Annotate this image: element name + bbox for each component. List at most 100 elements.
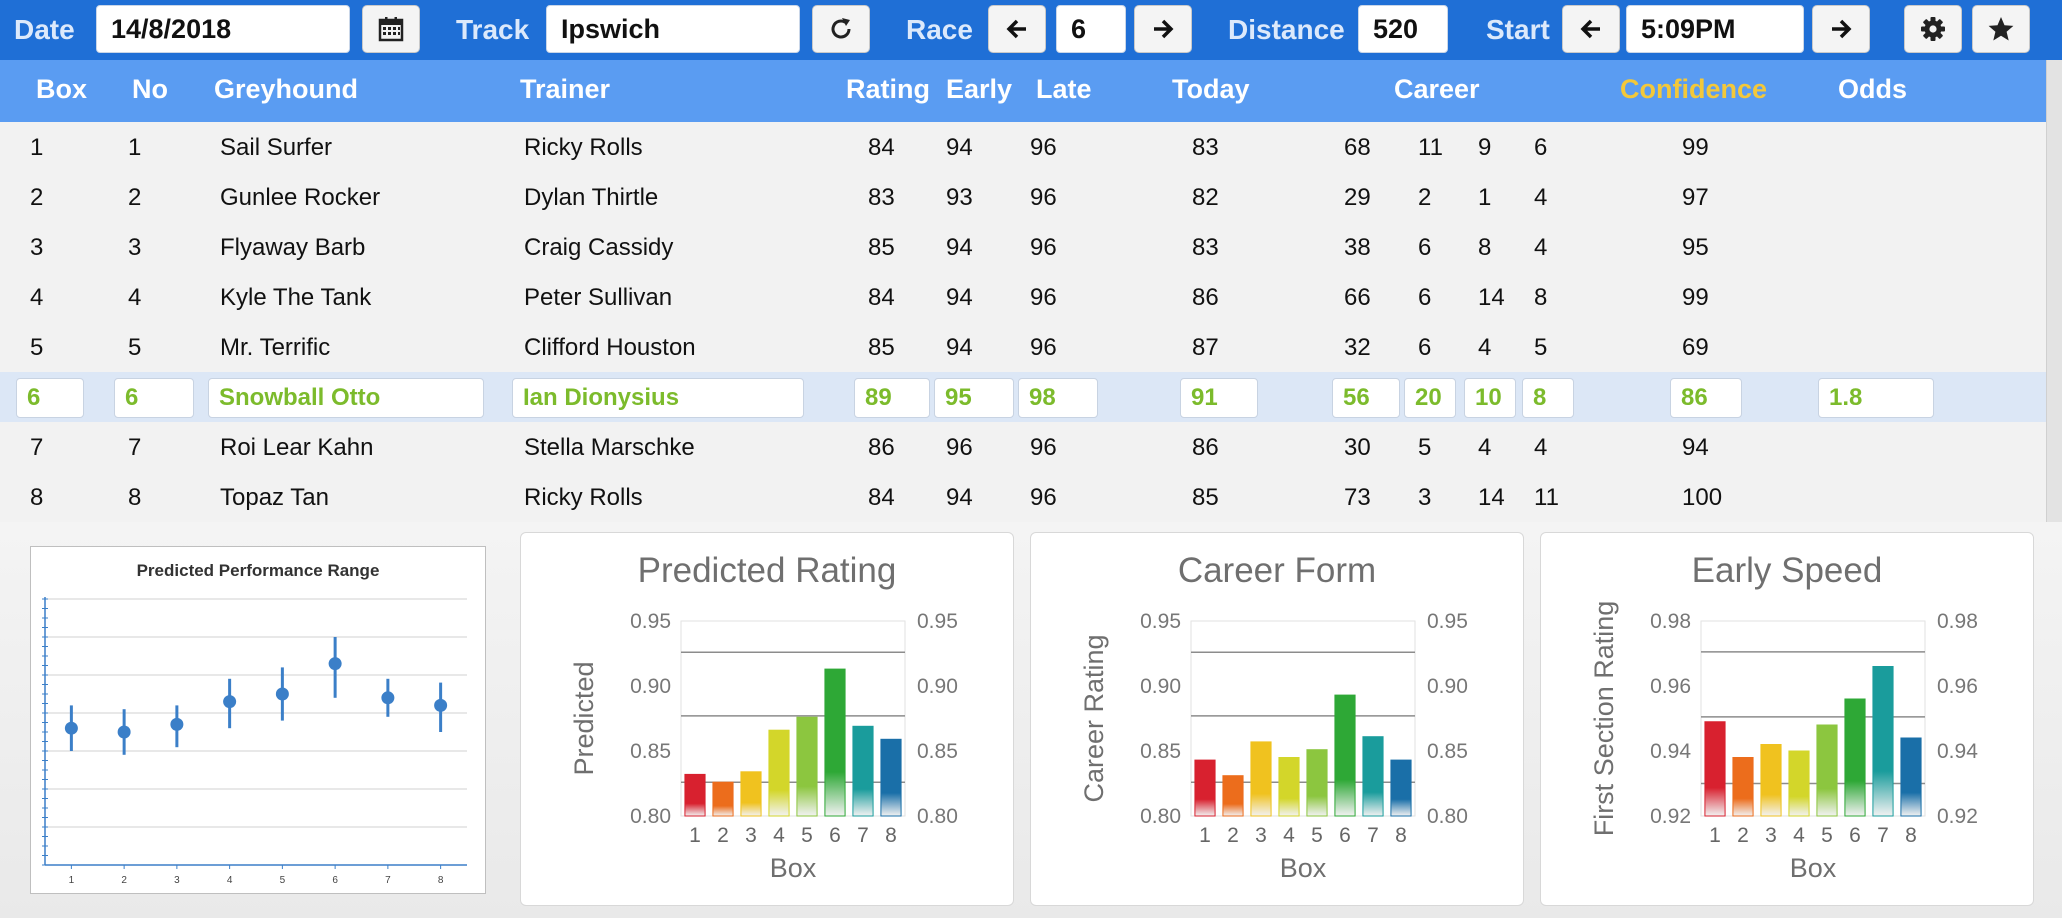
table-row[interactable]: 3 3 Flyaway Barb Craig Cassidy 85 94 96 83 38 6 8 4… [0,222,2046,272]
cell-today[interactable]: 91 [1180,378,1258,418]
header-odds[interactable]: Odds [1838,74,1908,104]
table-row[interactable]: 6 6 Snowball Otto Ian Dionysius 89 95 98 91 56 20… [0,372,2046,422]
bar-box-2[interactable] [1732,757,1754,817]
cell-no: 3 [128,234,142,261]
x-axis-label: Box [1280,853,1327,883]
table-row[interactable]: 8 8 Topaz Tan Ricky Rolls 84 94 96 85 73 3 14 11 100 [0,472,2046,522]
chart-plot: 1 2 3 4 5 6 7 8 [42,597,467,886]
cell-no[interactable]: 6 [114,378,194,418]
bar-box-6[interactable] [1334,694,1356,817]
distance-input[interactable]: 520 [1358,5,1448,53]
cell-career-starts: 68 [1344,134,1371,161]
bar-box-3[interactable] [1760,744,1782,817]
bar-box-4[interactable] [1278,757,1300,817]
cell-career-thirds[interactable]: 8 [1522,378,1574,418]
bar-box-4[interactable] [1788,750,1810,817]
cell-greyhound[interactable]: Snowball Otto [208,378,484,418]
header-career[interactable]: Career [1394,74,1480,104]
table-row[interactable]: 4 4 Kyle The Tank Peter Sullivan 84 94 96 86 66 6… [0,272,2046,322]
bar-box-3[interactable] [1250,741,1272,817]
cell-career-starts[interactable]: 56 [1332,378,1400,418]
data-point[interactable] [117,725,131,739]
table-row[interactable]: 5 5 Mr. Terrific Clifford Houston 85 94 96 87 32… [0,322,2046,372]
bar-box-7[interactable] [1872,666,1894,817]
cell-confidence[interactable]: 86 [1670,378,1742,418]
header-late[interactable]: Late [1036,74,1092,104]
bar-box-1[interactable] [1704,721,1726,817]
date-input[interactable]: 14/8/2018 [96,5,350,53]
data-point[interactable] [170,717,184,731]
cell-rating[interactable]: 89 [854,378,930,418]
x-tick-label: 2 [1737,824,1749,847]
settings-button[interactable] [1904,5,1962,53]
bar-box-8[interactable] [1390,759,1412,817]
cell-today: 82 [1192,184,1219,211]
track-input[interactable]: Ipswich [546,5,800,53]
bar-box-2[interactable] [1222,775,1244,817]
y-tick-label-right: 0.90 [917,675,958,698]
data-point[interactable] [328,657,342,671]
race-number-input[interactable]: 6 [1056,5,1126,53]
header-today[interactable]: Today [1172,74,1250,104]
bar-box-4[interactable] [768,729,790,817]
start-next-button[interactable] [1812,5,1870,53]
cell-box[interactable]: 6 [16,378,84,418]
y-axis-label: Predicted [569,661,599,775]
date-label: Date [14,14,75,45]
header-greyhound[interactable]: Greyhound [214,74,359,104]
cell-career-seconds[interactable]: 10 [1464,378,1516,418]
bar-box-7[interactable] [852,725,874,817]
favorite-button[interactable] [1972,5,2030,53]
bar-box-5[interactable] [796,716,818,817]
x-tick-label: 3 [174,875,180,886]
bar-box-8[interactable] [1900,737,1922,817]
bar-box-6[interactable] [1844,698,1866,817]
data-point[interactable] [64,721,78,735]
start-prev-button[interactable] [1562,5,1620,53]
bar-box-3[interactable] [740,771,762,817]
cell-early[interactable]: 95 [934,378,1014,418]
bar-box-5[interactable] [1816,724,1838,817]
refresh-button[interactable] [812,5,870,53]
calendar-button[interactable] [362,5,420,53]
header-confidence[interactable]: Confidence [1620,74,1768,104]
header-rating[interactable]: Rating [846,74,930,104]
race-next-button[interactable] [1134,5,1192,53]
data-point[interactable] [381,691,395,705]
data-point[interactable] [434,698,448,712]
data-point[interactable] [275,687,289,701]
bar-box-2[interactable] [712,781,734,817]
start-time-input[interactable]: 5:09PM [1626,5,1804,53]
cell-career-thirds: 6 [1534,134,1548,161]
header-box[interactable]: Box [36,74,88,104]
cell-greyhound: Flyaway Barb [220,234,366,261]
y-tick-label-left: 0.80 [1140,805,1181,828]
table-scrollbar[interactable] [2046,60,2062,522]
bar-box-1[interactable] [1194,759,1216,817]
cell-greyhound: Topaz Tan [220,484,329,511]
cell-trainer: Peter Sullivan [524,284,673,311]
header-no[interactable]: No [132,74,168,104]
bar-box-7[interactable] [1362,736,1384,817]
cell-career-wins[interactable]: 20 [1404,378,1456,418]
data-point[interactable] [223,695,237,709]
table-row[interactable]: 7 7 Roi Lear Kahn Stella Marschke 86 96 96 86 30… [0,422,2046,472]
cell-trainer[interactable]: Ian Dionysius [512,378,804,418]
chart-title: Predicted Performance Range [136,561,380,580]
bar-box-5[interactable] [1306,749,1328,817]
cell-odds[interactable]: 1.8 [1818,378,1934,418]
bar-box-8[interactable] [880,738,902,817]
bar-box-6[interactable] [824,668,846,817]
chart-title: Career Form [1177,551,1377,590]
header-early[interactable]: Early [946,74,1013,104]
cell-early: 96 [946,434,973,461]
bar-box-1[interactable] [684,773,706,817]
distance-label: Distance [1228,14,1345,45]
chart-career-form: Career Form 1 2 3 4 5 6 7 8 0.95 0.95 0.90 0.90 0.85… [1030,532,1524,906]
table-row[interactable]: 1 1 Sail Surfer Ricky Rolls 84 94 96 83 68 11 9 6 99 [0,122,2046,172]
table-row[interactable]: 2 2 Gunlee Rocker Dylan Thirtle 83 93 96 82 29 2 1… [0,172,2046,222]
top-toolbar: Date 14/8/2018 Track Ipswich Race 6 [0,0,2062,60]
cell-late[interactable]: 98 [1018,378,1098,418]
header-trainer[interactable]: Trainer [520,74,611,104]
race-prev-button[interactable] [988,5,1046,53]
